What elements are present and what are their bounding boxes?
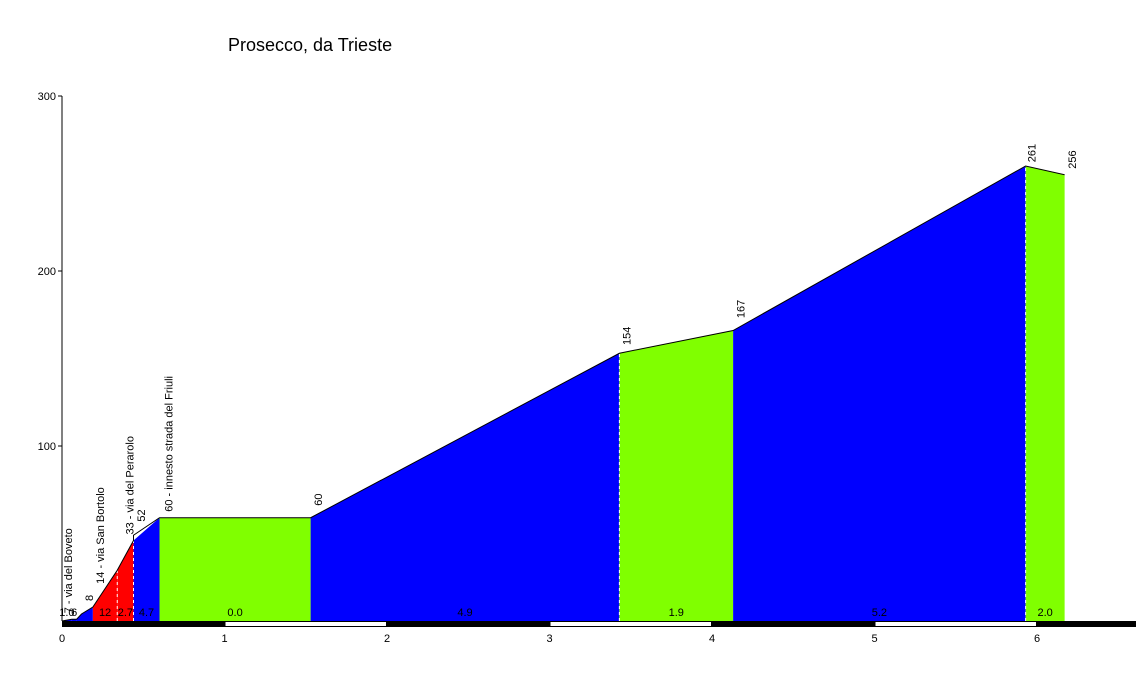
profile-line: [61, 165, 1065, 622]
dashed-markers: [116, 166, 1027, 621]
profile-segment-5: [133, 517, 160, 621]
gradient-labels: 1.06 12 2.7 4.7 0.0 4.9 1.9 5.2 2.0: [59, 607, 1053, 619]
gradient-label-10: 2.0: [1037, 607, 1052, 619]
elevation-annotations: 7 - via del Boveto 8 14 - via San Bortolo 3…: [63, 144, 1079, 613]
annotation-label-8: 167: [736, 300, 748, 318]
gradient-label-3: 12: [99, 607, 111, 619]
gradient-label-8: 1.9: [669, 607, 684, 619]
gradient-label-4: 2.7: [118, 607, 133, 619]
annotation-label-9: 261: [1026, 144, 1038, 162]
profile-segment-4: [117, 540, 134, 621]
profile-outline: [61, 165, 1065, 622]
profile-segment-10: [1025, 166, 1065, 621]
annotation-label-7: 154: [622, 327, 634, 345]
annotation-label-3: 33 - via del Perarolo: [125, 436, 137, 534]
y-axis: 100 200 300: [38, 91, 63, 621]
x-tick-label-0: 0: [59, 633, 65, 645]
gradient-label-5: 4.7: [139, 607, 154, 619]
annotation-label-1: 8: [84, 595, 96, 601]
x-tick-label-6: 6: [1034, 633, 1040, 645]
x-axis: 0 1 2 3 4 5 6: [59, 621, 1136, 645]
profile-segment-3: [92, 570, 118, 621]
profile-segment-2: [76, 607, 93, 621]
x-tick-label-2: 2: [384, 633, 390, 645]
x-axis-band-3: [550, 622, 711, 626]
annotation-label-5: 60 - innesto strada del Friuli: [164, 376, 176, 512]
x-axis-band-1: [225, 622, 386, 626]
annotation-label-2: 14 - via San Bortolo: [95, 487, 107, 584]
gradient-label-0: 1.0: [59, 607, 74, 619]
x-tick-label-5: 5: [871, 633, 877, 645]
gradient-label-1: 6: [71, 607, 77, 619]
annotation-label-6: 60: [313, 493, 325, 505]
y-tick-label-0: 100: [38, 441, 56, 453]
y-tick-label-1: 200: [38, 266, 56, 278]
profile-segment-6: [159, 517, 311, 621]
profile-segment-8: [619, 330, 734, 621]
x-tick-label-1: 1: [221, 633, 227, 645]
chart-title: Prosecco, da Trieste: [228, 35, 393, 55]
profile-segment-7: [310, 353, 620, 621]
annotation-label-0: 7 - via del Boveto: [63, 528, 75, 613]
gradient-label-6: 0.0: [227, 607, 242, 619]
annotation-label-10: 256: [1067, 150, 1079, 168]
x-tick-label-3: 3: [546, 633, 552, 645]
profile-segment-9: [733, 166, 1026, 621]
x-axis-band-5: [875, 622, 1036, 626]
y-tick-label-2: 300: [38, 91, 56, 103]
annotation-label-4: 52: [136, 509, 148, 521]
x-tick-label-4: 4: [709, 633, 715, 645]
profile-areas: [62, 166, 1065, 621]
gradient-label-9: 5.2: [872, 607, 887, 619]
gradient-label-7: 4.9: [457, 607, 472, 619]
